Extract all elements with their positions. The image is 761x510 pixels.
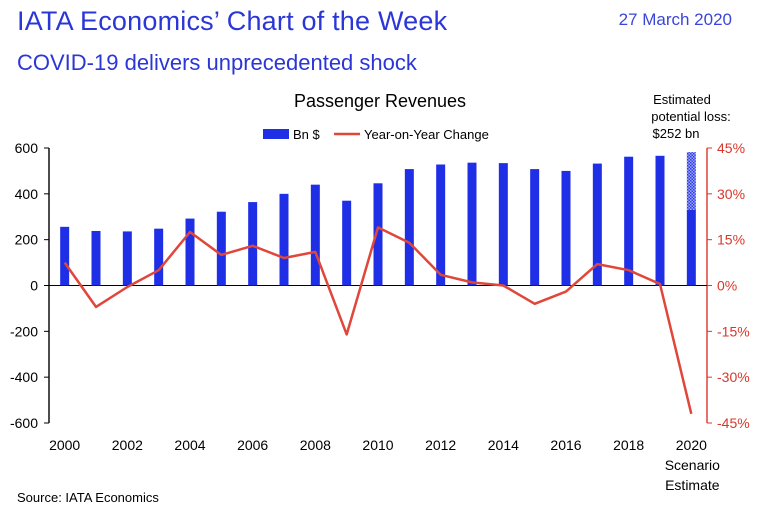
revenue-bar [561,170,571,286]
revenue-bar [624,156,634,286]
loss-annotation-line1: Estimated [653,92,711,107]
revenue-bar [185,218,195,286]
revenue-bar [686,209,696,286]
left-tick-label: 400 [15,186,39,202]
left-tick-label: 0 [30,278,38,294]
x-tick-label: 2012 [425,437,456,453]
right-tick-label: -45% [717,415,750,431]
right-tick-label: 15% [717,232,745,248]
yoy-change-line [63,226,693,415]
x-tick-label: 2006 [237,437,268,453]
revenue-bar [592,163,602,286]
revenue-bar [404,169,414,286]
right-tick-label: 0% [717,278,737,294]
revenue-bar [279,193,289,286]
x-tick-label: 2004 [174,437,205,453]
x-tick-label: 2008 [300,437,331,453]
report-date: 27 March 2020 [618,10,732,29]
left-tick-label: -600 [10,415,38,431]
revenue-bar [248,202,258,286]
estimated-loss-bar [686,152,696,210]
x-tick-label: 2014 [488,437,519,453]
revenue-bar [122,231,132,286]
loss-annotation-line2: potential loss: [651,109,731,124]
revenue-bar [310,184,320,286]
x-tick-label: 2016 [550,437,581,453]
source-note: Source: IATA Economics [17,490,159,505]
x-extra-label: Estimate [665,477,720,493]
x-tick-label: 2000 [49,437,80,453]
x-extra-label: Scenario [665,457,720,473]
revenue-bar [154,228,164,286]
left-tick-label: -200 [10,323,38,339]
x-tick-label: 2010 [362,437,393,453]
revenue-bar [342,200,352,286]
page-subtitle: COVID-19 delivers unprecedented shock [17,50,417,75]
right-tick-label: 30% [717,186,745,202]
revenue-bar [530,169,540,286]
right-tick-label: -15% [717,323,750,339]
legend-line-label: Year-on-Year Change [364,127,489,142]
revenue-bar [373,183,383,286]
revenue-bar [655,155,665,286]
legend-bars-label: Bn $ [293,127,321,142]
loss-annotation-line3: $252 bn [653,126,700,141]
right-tick-label: -30% [717,369,750,385]
x-tick-label: 2020 [676,437,707,453]
revenue-bar [436,164,446,286]
right-tick-label: 45% [717,140,745,156]
revenue-bar [498,163,508,286]
x-tick-label: 2018 [613,437,644,453]
page-title: IATA Economics’ Chart of the Week [17,6,448,36]
left-tick-label: 200 [15,232,39,248]
x-tick-label: 2002 [112,437,143,453]
revenue-bar [91,230,101,286]
left-tick-label: -400 [10,369,38,385]
revenue-bar [216,211,226,286]
left-tick-label: 600 [15,140,39,156]
legend-bars-swatch [263,129,289,139]
revenue-bar [60,226,70,286]
revenue-bar [467,162,477,286]
chart-title: Passenger Revenues [294,91,466,111]
